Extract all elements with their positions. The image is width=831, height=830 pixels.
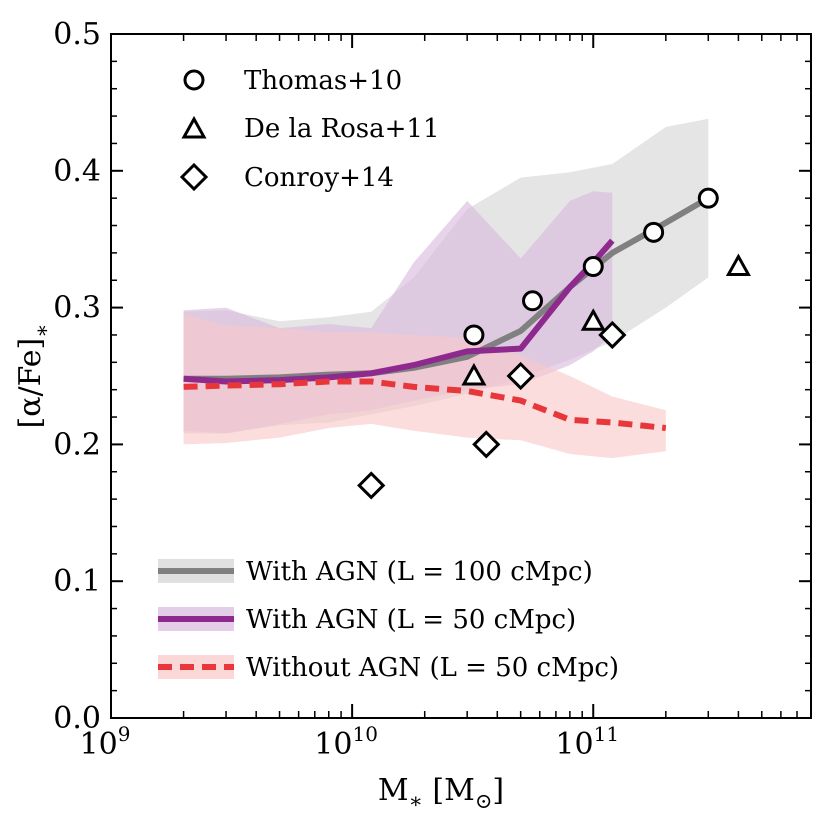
x-tick-label-exponent: 10: [352, 722, 377, 746]
legend-label-agn-50: With AGN (L = 50 cMpc): [246, 605, 576, 635]
band-series-2: [183, 314, 666, 459]
marker-delarosa11-0: [461, 362, 487, 386]
x-tick-label-exponent: 9: [118, 722, 131, 746]
x-axis-label-main: M: [378, 773, 409, 808]
legend-label-delarosa11: De la Rosa+11: [244, 114, 440, 144]
y-axis-label-main: [α/Fe]: [13, 338, 48, 429]
marker-thomas10-0: [463, 324, 485, 346]
x-tick-label-base: 10: [314, 727, 352, 762]
legend-triangle-marker-icon: [181, 115, 207, 139]
legend-item-thomas10: Thomas+10: [183, 66, 402, 96]
line-series-2: [183, 378, 667, 431]
median-lines: [183, 195, 710, 431]
legend-item-agn-100: With AGN (L = 100 cMpc): [158, 557, 593, 587]
x-tick-label-base: 10: [555, 727, 593, 762]
marker-conroy14-3: [598, 320, 627, 350]
x-axis-label-unit-open: [M: [423, 773, 475, 808]
x-tick-label: 109: [80, 722, 131, 762]
y-axis-label: [α/Fe]∗: [13, 324, 54, 429]
y-tick-label: 0.3: [53, 291, 101, 326]
confidence-bands: [183, 118, 709, 459]
marker-conroy14-0: [357, 471, 386, 500]
legend-observations: Thomas+10 De la Rosa+11 Conroy+14: [179, 66, 440, 193]
legend-item-noagn-50: Without AGN (L = 50 cMpc): [158, 653, 619, 683]
y-tick-label: 0.5: [53, 17, 101, 52]
x-tick-label-base: 10: [80, 727, 118, 762]
x-tick-label-exponent: 11: [594, 722, 619, 746]
legend-item-delarosa11: De la Rosa+11: [181, 114, 440, 144]
legend-label-agn-100: With AGN (L = 100 cMpc): [246, 557, 593, 587]
marker-conroy14-1: [472, 430, 501, 459]
marker-thomas10-2: [582, 256, 604, 278]
y-tick-label: 0.4: [53, 154, 101, 189]
x-tick-label: 1011: [555, 722, 619, 762]
marker-delarosa11-1: [580, 308, 606, 331]
x-axis-label: M∗ [M⊙]: [378, 773, 504, 813]
observation-markers: [357, 187, 751, 500]
legend-item-conroy14: Conroy+14: [179, 162, 394, 193]
marker-conroy14-2: [506, 361, 535, 391]
marker-thomas10-1: [522, 290, 544, 312]
marker-delarosa11-2: [725, 253, 751, 277]
marker-thomas10-4: [697, 187, 719, 209]
legend-simulations: With AGN (L = 100 cMpc) With AGN (L = 50…: [158, 557, 619, 683]
x-axis-label-unit-close: ]: [492, 773, 504, 808]
x-axis-label-subscript: ∗: [409, 789, 423, 813]
legend-diamond-marker-icon: [179, 162, 209, 192]
y-tick-label: 0.0: [53, 701, 101, 736]
plot-frame: [110, 33, 812, 719]
y-axis-label-subscript: ∗: [30, 324, 54, 338]
legend-label-conroy14: Conroy+14: [244, 163, 394, 193]
marker-thomas10-3: [643, 221, 665, 243]
line-series-1: [183, 238, 615, 385]
legend-item-agn-50: With AGN (L = 50 cMpc): [158, 605, 576, 635]
x-tick-label: 1010: [314, 722, 378, 762]
y-tick-label: 0.1: [53, 564, 101, 599]
legend-circle-marker-icon: [183, 69, 205, 91]
legend-label-thomas10: Thomas+10: [244, 66, 402, 96]
legend-label-noagn-50: Without AGN (L = 50 cMpc): [246, 653, 619, 683]
y-tick-label: 0.2: [53, 427, 101, 462]
x-axis-label-unit-subscript: ⊙: [475, 789, 493, 813]
